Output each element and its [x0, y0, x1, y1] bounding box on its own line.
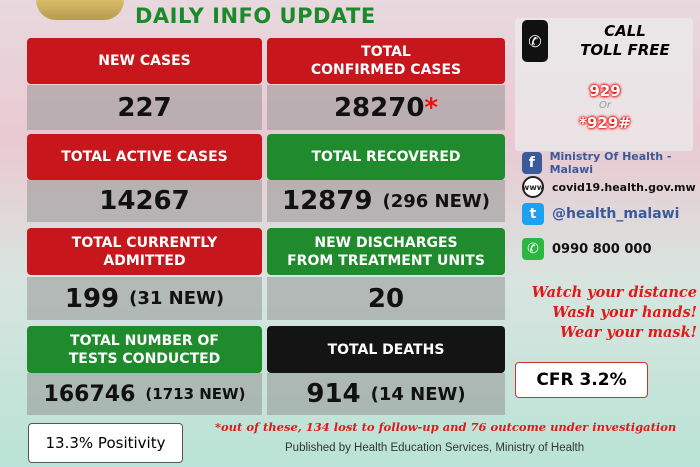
page-title: DAILY INFO UPDATE: [135, 4, 376, 28]
deaths-label: TOTAL DEATHS: [267, 326, 505, 373]
publisher-credit: Published by Health Education Services, …: [285, 442, 585, 454]
discharges-label: NEW DISCHARGES FROM TREATMENT UNITS: [267, 228, 505, 275]
footnote-marker: *: [424, 92, 439, 123]
deaths-value: 914 (14 NEW): [267, 373, 505, 415]
ussd-number: *929#: [579, 114, 631, 132]
footnote: *out of these, 134 lost to follow-up and…: [215, 420, 677, 434]
warning-distance: Watch your distance: [531, 284, 697, 301]
recovered-new: (296 NEW): [382, 190, 490, 212]
total-confirmed-label: TOTAL CONFIRMED CASES: [267, 38, 505, 84]
globe-icon: www: [522, 176, 544, 198]
toll-free-number: 929: [589, 82, 621, 100]
tests-new: (1713 NEW): [145, 385, 246, 403]
new-cases-label: NEW CASES: [27, 38, 262, 84]
twitter-icon: t: [522, 203, 544, 225]
facebook-text: Ministry Of Health - Malawi: [549, 150, 672, 176]
twitter-contact: t @health_malawi: [522, 203, 679, 225]
tests-value: 166746 (1713 NEW): [27, 373, 262, 415]
warning-hands: Wash your hands!: [552, 304, 697, 321]
discharges-value: 20: [267, 277, 505, 320]
safety-messages: Watch your distance Wash your hands! Wea…: [515, 283, 697, 343]
recovered-label: TOTAL RECOVERED: [267, 134, 505, 180]
warning-mask: Wear your mask!: [559, 324, 697, 341]
coat-of-arms-logo: [36, 0, 124, 20]
whatsapp-icon: ✆: [522, 238, 544, 260]
admitted-number: 199: [64, 283, 120, 314]
new-cases-number: 227: [117, 92, 172, 123]
tests-number: 166746: [43, 381, 136, 407]
website-text: covid19.health.gov.mw: [552, 180, 696, 194]
admitted-new: (31 NEW): [129, 288, 225, 309]
new-cases-value: 227: [27, 85, 262, 130]
deaths-new: (14 NEW): [370, 383, 466, 405]
admitted-label: TOTAL CURRENTLY ADMITTED: [27, 228, 262, 275]
website-contact: www covid19.health.gov.mw: [522, 176, 696, 198]
call-toll-free: CALL TOLL FREE: [580, 22, 670, 59]
admitted-value: 199 (31 NEW): [27, 277, 262, 320]
twitter-text: @health_malawi: [552, 206, 680, 222]
cfr-badge: CFR 3.2%: [515, 362, 648, 398]
whatsapp-contact: ✆ 0990 800 000: [522, 238, 652, 260]
facebook-contact: f Ministry Of Health - Malawi: [522, 150, 700, 176]
deaths-number: 914: [306, 379, 361, 409]
facebook-icon: f: [522, 152, 542, 174]
or-text: Or: [599, 100, 611, 111]
discharges-number: 20: [367, 283, 405, 314]
recovered-number: 12879: [282, 186, 373, 216]
active-cases-number: 14267: [99, 186, 190, 216]
whatsapp-text: 0990 800 000: [552, 241, 652, 257]
tests-label: TOTAL NUMBER OF TESTS CONDUCTED: [27, 326, 262, 373]
active-cases-value: 14267: [27, 180, 262, 222]
positivity-badge: 13.3% Positivity: [28, 423, 183, 463]
phone-icon: ✆: [522, 20, 548, 62]
total-confirmed-value: 28270 *: [267, 85, 505, 130]
total-confirmed-number: 28270: [333, 92, 425, 123]
recovered-value: 12879 (296 NEW): [267, 180, 505, 222]
active-cases-label: TOTAL ACTIVE CASES: [27, 134, 262, 180]
